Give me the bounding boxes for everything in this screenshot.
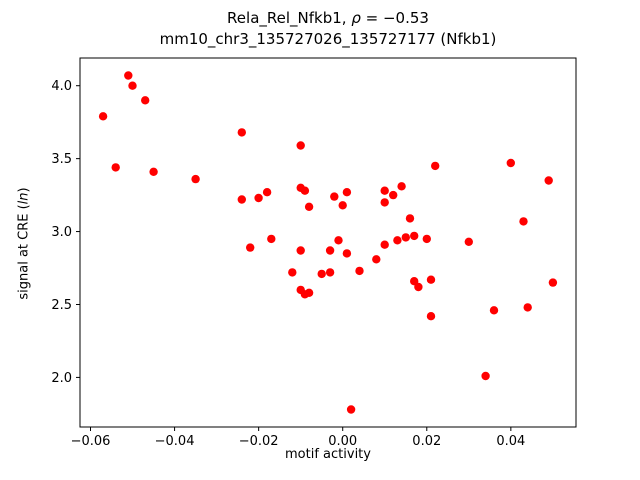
data-point [141,96,150,105]
data-point [426,312,436,321]
data-point [355,266,364,276]
data-point [489,306,499,315]
data-point [380,240,389,249]
y-tick-label: 2.5 [51,298,72,313]
data-point [237,195,246,204]
data-point [393,236,402,245]
data-point [254,193,263,203]
data-point [262,188,272,197]
data-point [342,188,352,197]
data-point [410,231,419,241]
data-point [191,174,200,184]
data-point [422,234,431,244]
chart-title-line2: mm10_chr3_135727026_135727177 (Nfkb1) [159,30,497,48]
data-point [296,246,305,255]
x-tick-label: −0.02 [239,434,279,449]
axes-frame [79,57,577,428]
data-point [317,269,326,279]
data-point [325,246,335,255]
data-point [431,161,440,171]
data-point [237,128,246,137]
data-point [506,158,515,168]
data-point [124,71,133,80]
rho-symbol: ρ [351,9,361,27]
y-tick-label: 2.0 [51,371,72,386]
data-point [342,249,352,258]
x-axis-label: motif activity [285,447,371,462]
y-axis-label: signal at CRE (ln) [17,74,32,414]
data-point [464,237,473,246]
data-point [246,243,255,252]
data-point [519,217,528,226]
x-tick-label: −0.06 [71,434,111,449]
data-point [389,190,398,200]
chart-title: Rela_Rel_Nfkb1, ρ = −0.53 mm10_chr3_1357… [80,8,576,50]
data-point [296,141,305,150]
data-point [288,268,297,277]
x-tick-label: 0.00 [328,434,357,449]
data-point [346,405,356,414]
x-tick-label: 0.04 [496,434,525,449]
data-point [334,236,343,245]
data-point [401,233,410,242]
data-point [481,371,490,381]
y-axis-label-paren: ) [16,187,32,193]
y-axis-label-text: signal at CRE ( [16,204,32,300]
data-point [544,176,553,185]
data-point [523,303,532,312]
data-point [548,278,558,287]
y-tick-label: 4.0 [51,79,72,94]
data-point [414,282,423,292]
data-point [330,192,339,201]
data-point [304,288,314,297]
data-point [111,163,120,172]
data-point [405,214,415,223]
title-text-prefix: Rela_Rel_Nfkb1, [227,9,352,27]
data-point [380,186,389,195]
data-point [380,198,389,207]
data-point [410,277,419,286]
data-point [98,112,108,121]
data-point [372,255,381,264]
data-point [149,167,158,176]
data-point [304,202,314,211]
y-tick-label: 3.5 [51,152,72,167]
data-point [325,268,335,277]
x-tick-label: 0.02 [412,434,441,449]
y-tick-label: 3.0 [51,225,72,240]
y-axis-label-ln: ln [16,192,32,205]
title-text-rest: = −0.53 [360,9,429,27]
data-point [426,275,436,284]
chart-title-line1: Rela_Rel_Nfkb1, ρ = −0.53 [80,8,576,29]
x-tick-label: −0.04 [155,434,195,449]
data-point [267,234,276,244]
data-point [397,182,406,191]
data-point [338,201,347,210]
data-point [300,186,310,195]
data-point [128,81,137,90]
